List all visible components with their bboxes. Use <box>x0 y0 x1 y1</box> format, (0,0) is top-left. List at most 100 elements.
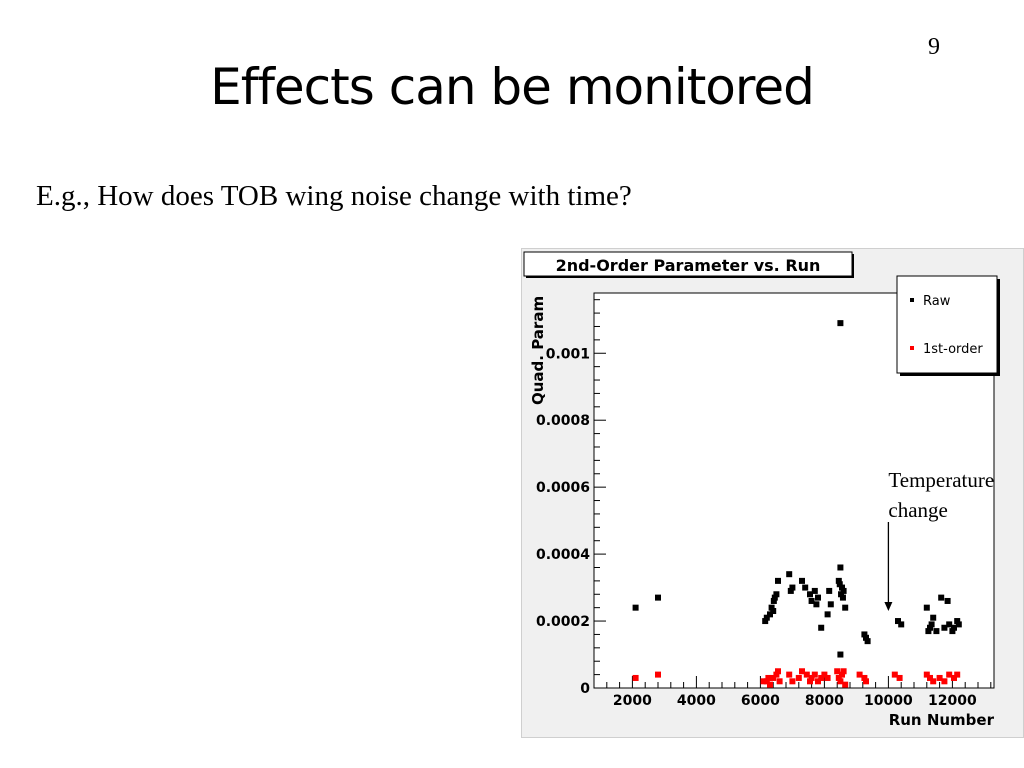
data-point <box>763 678 770 685</box>
data-point <box>923 604 930 611</box>
data-point <box>954 618 961 625</box>
data-point <box>842 681 849 688</box>
data-point <box>632 604 639 611</box>
data-point <box>842 604 849 611</box>
data-point <box>786 571 793 578</box>
data-point <box>770 608 777 615</box>
data-point <box>763 614 770 621</box>
data-point <box>811 587 818 594</box>
series-raw <box>632 320 962 658</box>
x-axis-label: Run Number <box>889 711 995 729</box>
y-axis-label: Quad. Param <box>529 296 547 405</box>
data-point <box>837 320 844 327</box>
data-point <box>930 614 937 621</box>
legend-label: Raw <box>923 294 951 309</box>
data-point <box>826 587 833 594</box>
x-tick-label: 4000 <box>677 693 716 709</box>
y-tick-label: 0.0004 <box>536 547 590 563</box>
data-point <box>803 671 810 678</box>
legend-label: 1st-order <box>923 342 983 357</box>
data-point <box>941 678 948 685</box>
data-point <box>955 621 962 628</box>
data-point <box>655 671 661 678</box>
data-point <box>799 668 805 675</box>
data-point <box>941 624 948 631</box>
scatter-chart: 2nd-Order Parameter vs. Run 2000 4000 6000… <box>521 248 1024 738</box>
data-point <box>762 618 769 625</box>
data-point <box>925 628 932 635</box>
data-point <box>767 611 773 618</box>
data-point <box>837 564 844 571</box>
data-point <box>835 577 842 584</box>
data-point <box>944 597 951 604</box>
data-point <box>770 674 777 681</box>
slide-subtitle: E.g., How does TOB wing noise change wit… <box>36 180 632 212</box>
legend-marker <box>910 298 914 302</box>
data-point <box>813 601 820 608</box>
data-point <box>839 594 846 601</box>
data-point <box>938 594 945 601</box>
data-point <box>839 584 845 591</box>
annotation-text: Temperature <box>888 468 994 492</box>
data-point <box>824 674 831 681</box>
data-point <box>946 621 953 628</box>
data-point <box>946 671 953 678</box>
data-point <box>930 678 937 685</box>
y-tick-label: 0.0006 <box>536 480 590 496</box>
data-point <box>770 597 777 604</box>
y-tick-label: 0.0002 <box>536 614 590 630</box>
y-tick-label: 0 <box>580 681 590 697</box>
data-point <box>775 668 781 675</box>
plot-panel: 2nd-Order Parameter vs. Run 2000 4000 6000… <box>521 248 1024 738</box>
data-point <box>927 674 933 681</box>
data-point <box>765 674 772 681</box>
data-point <box>840 587 847 594</box>
data-point <box>808 597 815 604</box>
data-point <box>818 674 825 681</box>
data-point <box>898 621 905 628</box>
data-point <box>789 678 796 685</box>
data-point <box>811 671 818 678</box>
axis-ticks: 2000 4000 6000 8000 10000 12000 0 0.0002 0.0004 0… <box>536 299 992 709</box>
data-point <box>775 577 781 584</box>
annotation-arrow-head <box>884 602 893 612</box>
data-point <box>861 631 868 638</box>
data-point <box>936 674 943 681</box>
data-point <box>834 668 841 675</box>
data-point <box>799 577 805 584</box>
annotation-text: change <box>888 498 947 522</box>
data-point <box>827 601 834 608</box>
data-point <box>835 674 842 681</box>
x-tick-label: 12000 <box>928 693 977 709</box>
data-point <box>863 634 869 641</box>
data-point <box>923 671 930 678</box>
y-tick-label: 0.001 <box>546 346 590 362</box>
data-point <box>789 584 796 591</box>
data-point <box>837 678 844 685</box>
data-point <box>821 671 828 678</box>
slide-number: 9 <box>928 34 940 60</box>
data-point <box>933 628 940 635</box>
data-point <box>954 671 961 678</box>
data-point <box>949 628 956 635</box>
data-point <box>767 681 773 688</box>
data-point <box>928 621 935 628</box>
title-box <box>523 251 853 277</box>
data-point <box>776 678 783 685</box>
data-point <box>838 591 845 598</box>
annotation: Temperature change <box>884 468 994 612</box>
data-point <box>861 674 868 681</box>
slide-title: Effects can be monitored <box>210 58 815 116</box>
data-point <box>864 638 871 645</box>
data-point <box>771 594 778 601</box>
x-tick-label: 8000 <box>805 693 844 709</box>
data-point <box>863 678 869 685</box>
data-point <box>768 604 775 611</box>
data-point <box>802 584 809 591</box>
data-point <box>856 671 863 678</box>
data-point <box>815 678 821 685</box>
data-point <box>824 611 831 618</box>
data-points <box>632 320 962 688</box>
data-point <box>896 674 903 681</box>
legend: Raw 1st-order <box>910 294 983 357</box>
